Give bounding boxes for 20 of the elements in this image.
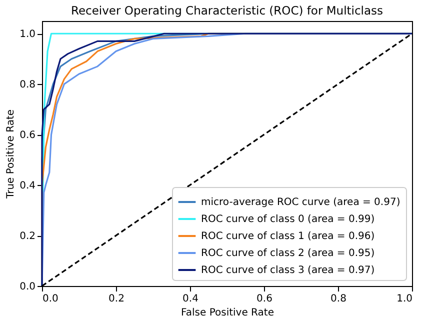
y-tick-label: 1.0 (20, 29, 36, 40)
legend-label: ROC curve of class 2 (area = 0.95) (201, 248, 375, 259)
x-tick-label: 0.4 (182, 294, 198, 304)
x-tick-label: 0.6 (256, 294, 272, 304)
y-tick-label: 0.0 (20, 282, 36, 292)
x-tick-label: 0.2 (108, 294, 124, 304)
legend-label: ROC curve of class 0 (area = 0.99) (201, 214, 375, 225)
legend-label: ROC curve of class 3 (area = 0.97) (201, 265, 375, 276)
legend-label: ROC curve of class 1 (area = 0.96) (201, 231, 375, 242)
y-axis-title: True Positive Rate (6, 109, 17, 200)
x-tick-label: 1.0 (396, 294, 412, 304)
y-tick-label: 0.4 (20, 180, 36, 192)
y-tick-label: 0.8 (20, 80, 36, 91)
x-axis-title: False Positive Rate (181, 308, 274, 318)
y-tick-label: 0.2 (20, 231, 36, 242)
x-tick-label: 0.8 (330, 294, 346, 304)
legend-label: micro-average ROC curve (area = 0.97) (201, 197, 400, 208)
x-tick-label: 0.0 (42, 294, 58, 304)
y-tick-label: 0.6 (20, 130, 36, 142)
chart-title: Receiver Operating Characteristic (ROC) for Multiclass (70, 4, 384, 18)
